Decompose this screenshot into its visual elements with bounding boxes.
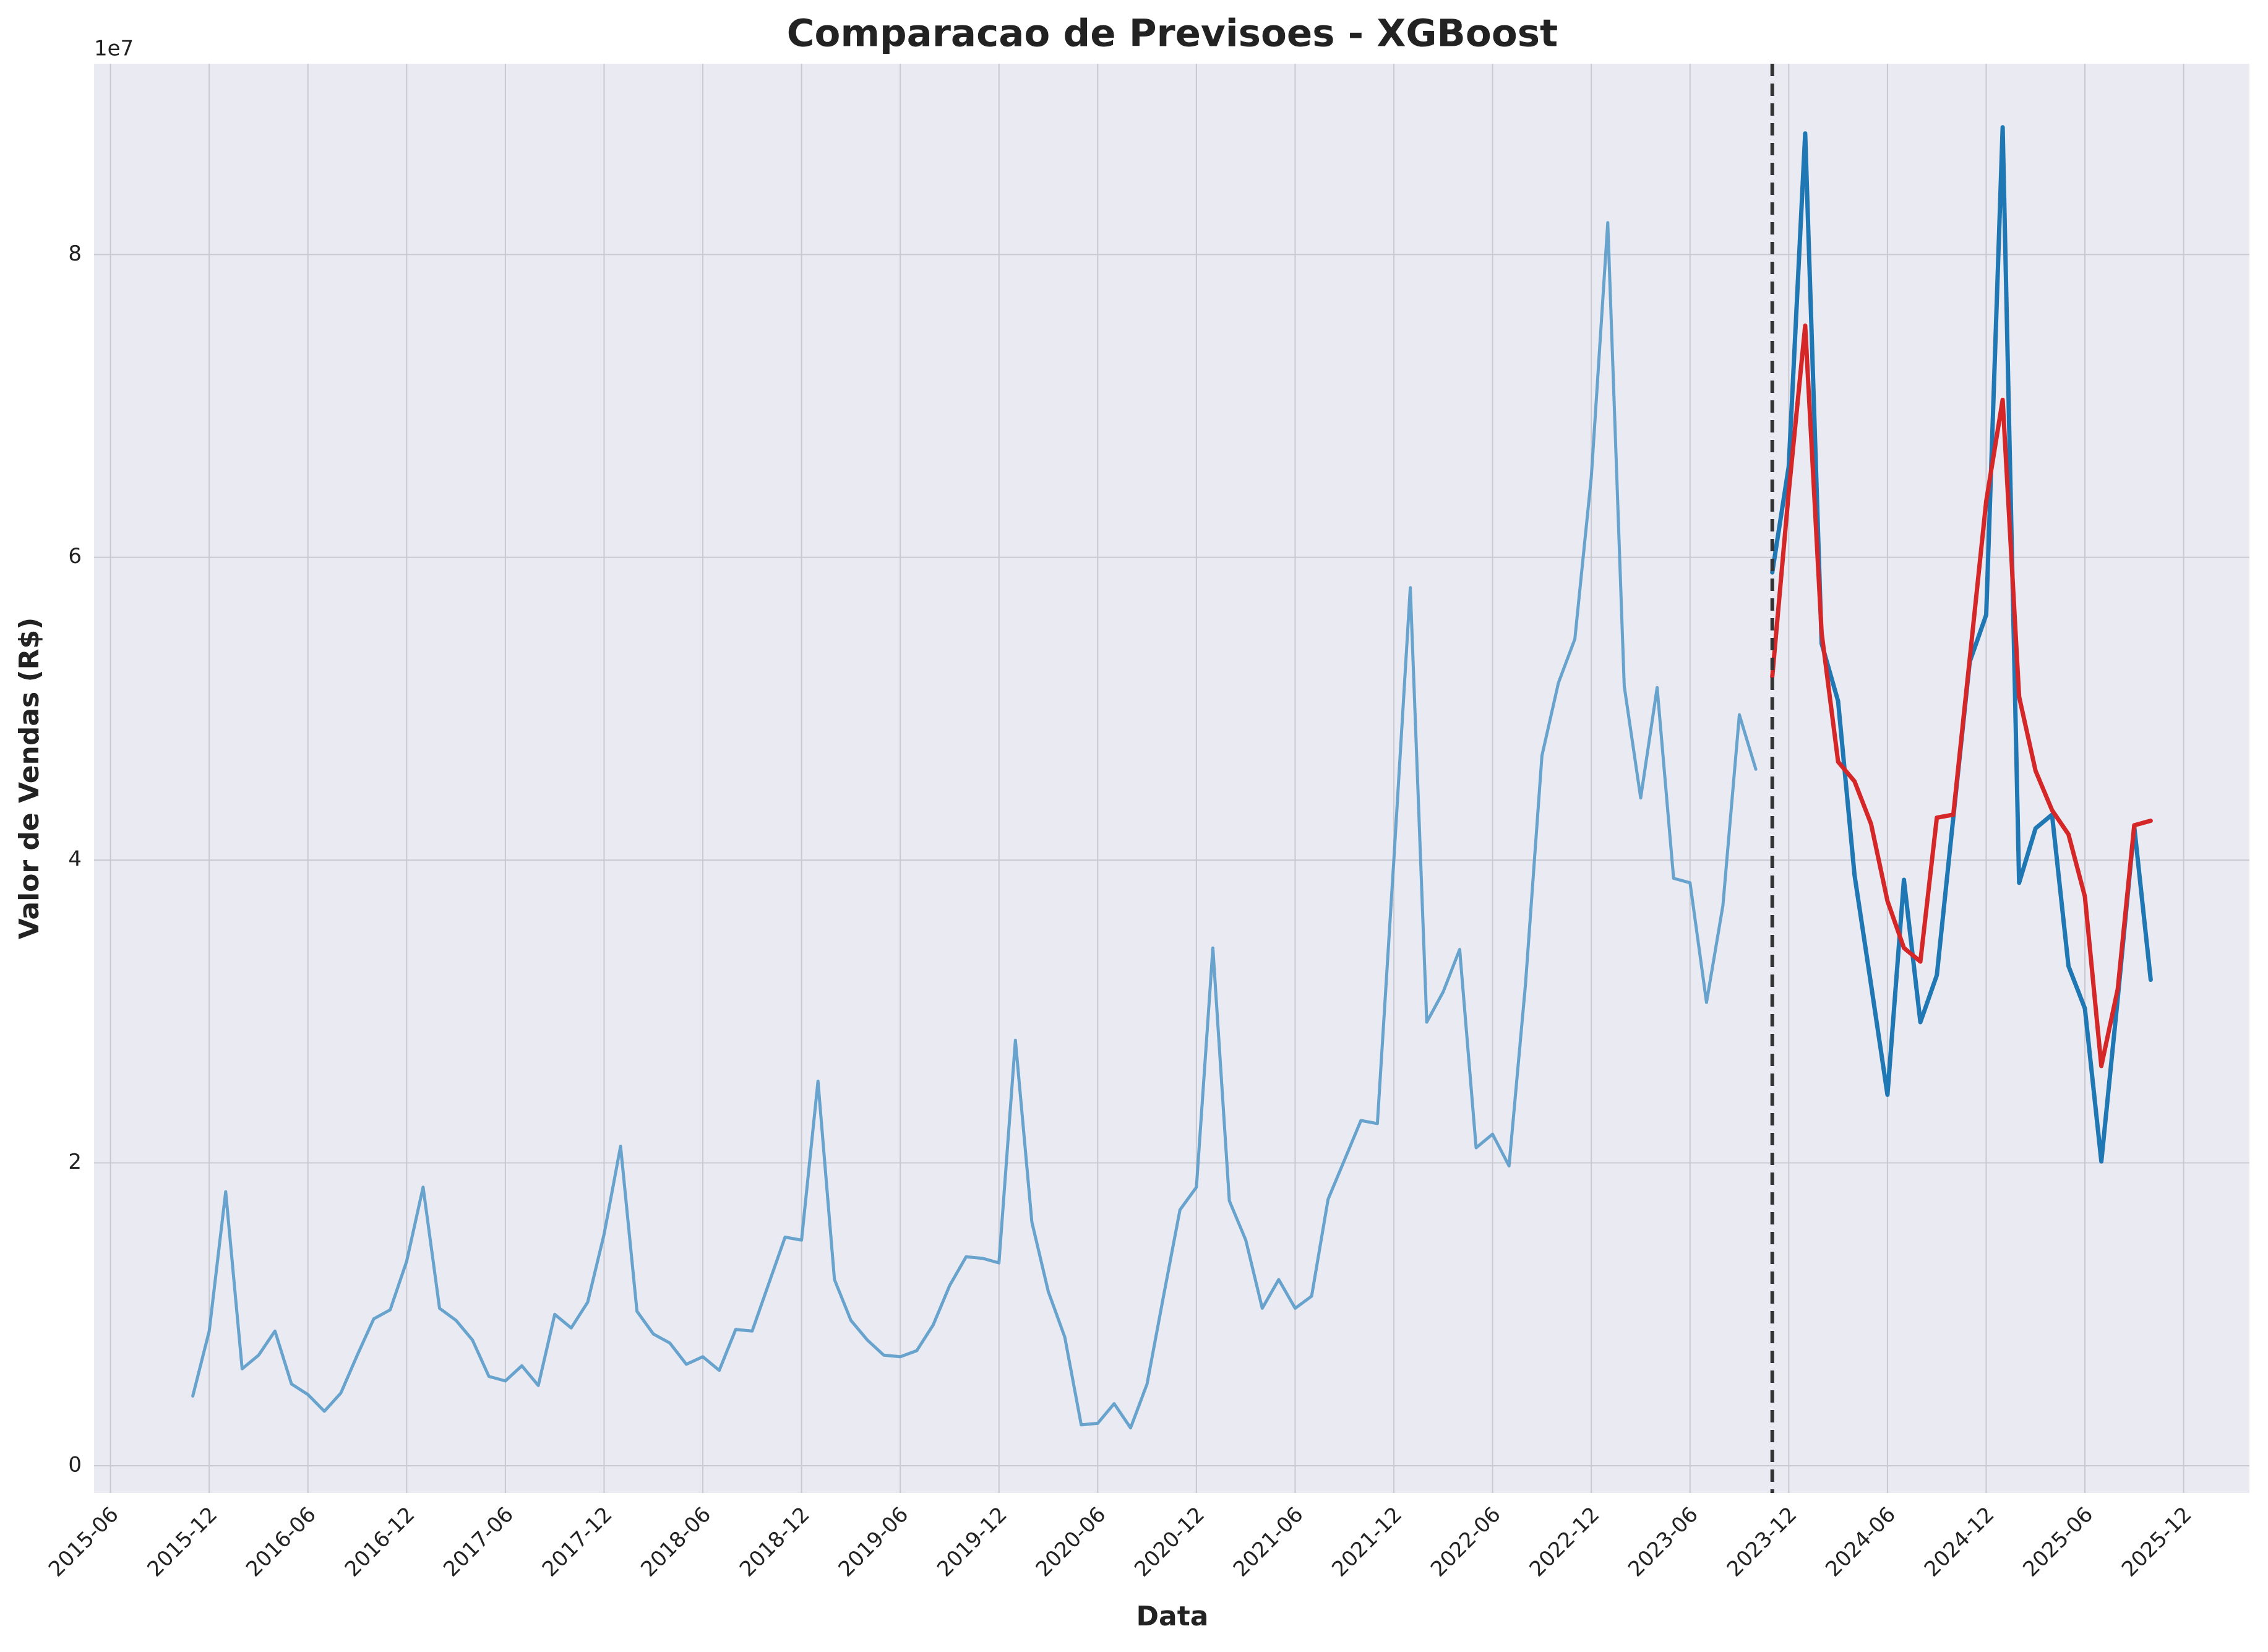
x-tick-label: 2017-06: [439, 1502, 518, 1582]
y-tick-label: 0: [68, 1452, 82, 1477]
y-axis-label: Valor de Vendas (R$): [14, 617, 45, 940]
x-tick-label: 2018-12: [735, 1502, 815, 1582]
x-tick-label: 2016-06: [241, 1502, 321, 1582]
x-tick-label: 2015-06: [44, 1502, 124, 1582]
x-tick-label: 2024-12: [1920, 1502, 2000, 1582]
x-tick-label: 2021-06: [1229, 1502, 1308, 1582]
x-tick-label: 2019-06: [834, 1502, 914, 1582]
y-tick-label: 6: [68, 544, 82, 569]
y-tick-label: 4: [68, 847, 82, 872]
x-tick-label: 2024-06: [1821, 1502, 1901, 1582]
x-axis-label: Data: [1136, 1601, 1209, 1632]
series-line: [1770, 323, 2153, 1069]
x-tick-label: 2023-12: [1722, 1502, 1802, 1582]
x-tick-label: 2025-06: [2018, 1502, 2098, 1582]
x-tick-label: 2023-06: [1623, 1502, 1703, 1582]
x-tick-label: 2016-12: [340, 1502, 420, 1582]
x-tick-label: 2017-12: [538, 1502, 617, 1582]
y-offset-label: 1e7: [94, 37, 134, 61]
x-tick-label: 2022-12: [1525, 1502, 1605, 1582]
x-tick-label: 2020-06: [1031, 1502, 1111, 1582]
x-tick-label: 2015-12: [143, 1502, 223, 1582]
x-tick-label: 2022-06: [1426, 1502, 1506, 1582]
y-tick-label: 8: [68, 241, 82, 266]
y-tick-label: 2: [68, 1150, 82, 1174]
chart-title: Comparacao de Previsoes - XGBoost: [787, 12, 1558, 56]
x-tick-label: 2019-12: [932, 1502, 1012, 1582]
x-tick-label: 2018-06: [636, 1502, 716, 1582]
series-line: [191, 221, 1758, 1430]
plot-area: [94, 64, 2249, 1493]
x-tick-label: 2025-12: [2117, 1502, 2197, 1582]
x-tick-label: 2020-12: [1130, 1502, 1209, 1582]
x-tick-label: 2021-12: [1327, 1502, 1407, 1582]
